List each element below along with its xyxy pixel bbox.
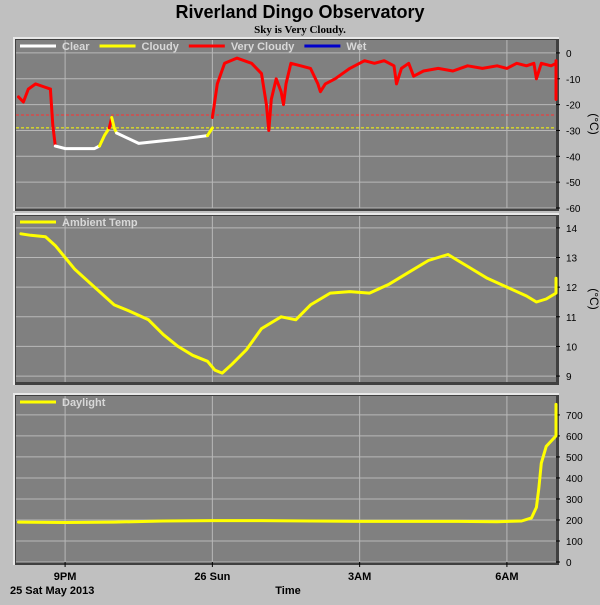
series-line-cloudy (98, 126, 111, 148)
series-line-daylight (17, 402, 558, 524)
y-tick-label: -20 (566, 101, 581, 112)
plot-area (16, 40, 556, 208)
legend: Clear Cloudy Very Cloudy Wet (20, 41, 367, 53)
chart-title: Riverland Dingo Observatory (175, 2, 424, 22)
y-tick-label: 13 (566, 254, 578, 265)
series-line-very-cloudy (17, 82, 52, 104)
legend: Daylight (20, 397, 106, 409)
legend: Ambient Temp (20, 217, 138, 229)
y-tick-label: -50 (566, 178, 581, 189)
chart-subtitle: Sky is Very Cloudy. (254, 24, 346, 36)
y-tick-label: 11 (566, 313, 577, 324)
y-tick-label: 600 (566, 432, 583, 443)
legend-label: Cloudy (142, 41, 180, 53)
series-line-cloudy (206, 126, 214, 138)
date-label: 25 Sat May 2013 (10, 585, 94, 597)
y-tick-label: 300 (566, 495, 583, 506)
chart-panels: 0 -10 -20 -30 -40 -50 -60 Clear Cloudy Very Cloud… (13, 37, 600, 569)
legend-label: Ambient Temp (62, 217, 138, 229)
legend-label: Daylight (62, 397, 106, 409)
legend-label: Very Cloudy (231, 41, 295, 53)
x-tick-label: 26 Sun (194, 571, 230, 583)
y-tick-label: 400 (566, 474, 583, 485)
series-line-clear (53, 144, 101, 151)
y-tick-label: 100 (566, 537, 583, 548)
series-line-very-cloudy (210, 56, 558, 132)
x-tick-label: 9PM (54, 571, 77, 583)
y-tick-label: 14 (566, 224, 578, 235)
x-tick-label: 3AM (348, 571, 371, 583)
legend-label: Wet (346, 41, 366, 53)
y-tick-label: 700 (566, 411, 583, 422)
y-tick-label: 0 (566, 49, 572, 60)
plot-area (16, 216, 556, 382)
y-axis-unit: (°C) (587, 288, 600, 309)
x-axis-title: Time (275, 585, 300, 597)
series-line-clear (115, 131, 209, 145)
y-axis-unit: (°C) (587, 113, 600, 134)
x-tick-label: 6AM (495, 571, 518, 583)
y-tick-label: 500 (566, 453, 583, 464)
y-tick-label: 12 (566, 283, 578, 294)
y-tick-label: -10 (566, 75, 581, 86)
y-tick-label: 0 (566, 558, 572, 569)
y-tick-label: 200 (566, 516, 583, 527)
x-axis: 9PM 26 Sun 3AM 6AM (54, 562, 519, 583)
series-line-very-cloudy (48, 87, 57, 148)
y-tick-label: -40 (566, 152, 581, 163)
panel-ambient: 14 13 12 11 10 9 Ambient Temp (°C) (13, 213, 600, 385)
y-tick-label: -60 (566, 204, 581, 215)
y-tick-label: 9 (566, 372, 572, 383)
y-tick-label: 10 (566, 342, 578, 353)
legend-label: Clear (62, 41, 90, 53)
plot-area (16, 396, 556, 562)
panel-daylight: 700 600 500 400 300 200 100 0 Daylight (13, 393, 583, 569)
series-line-cloudy (110, 116, 119, 135)
series-line-ambient-temp (19, 232, 558, 375)
panel-sky: 0 -10 -20 -30 -40 -50 -60 Clear Cloudy Very Cloud… (13, 37, 600, 215)
y-tick-label: -30 (566, 126, 581, 137)
